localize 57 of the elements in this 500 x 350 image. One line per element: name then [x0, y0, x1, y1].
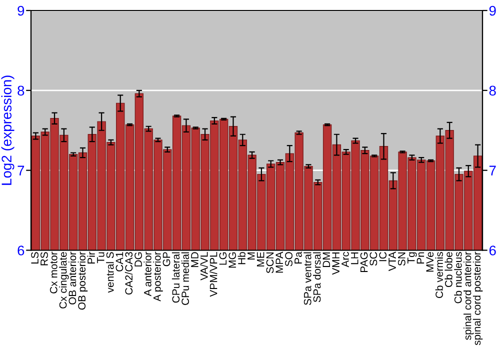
x-tick-label: MD: [191, 252, 198, 267]
x-tick-label: SN: [398, 252, 406, 266]
x-tick-label: RS: [40, 252, 48, 266]
x-tick-label: Cx cingulate: [59, 252, 69, 308]
x-tick-label: Tg: [407, 252, 417, 264]
x-tick-label: Cb vermis: [435, 252, 443, 298]
x-tick-label: CPu lateral: [172, 252, 180, 303]
x-tick-label: A anterior: [144, 252, 152, 296]
x-tick-label: OB posterior: [78, 252, 88, 310]
x-tick-label: CA1: [116, 252, 124, 272]
x-tick-label: MG: [228, 252, 236, 268]
x-tick-label: SC: [370, 252, 378, 266]
x-tick-label: CA2/CA3: [124, 252, 133, 295]
x-tick-label: LH: [351, 252, 358, 264]
x-tick-label: OB anterior: [68, 252, 76, 304]
x-tick-label: IC: [379, 252, 387, 262]
x-tick-label: PAG: [360, 252, 368, 272]
x-tick-label: VMH: [332, 252, 340, 275]
y2-tick-label: 8: [489, 86, 496, 96]
x-tick-label: Pir: [87, 252, 95, 264]
x-tick-label: VA/VL: [200, 252, 208, 280]
x-tick-label: GP: [162, 252, 170, 266]
x-tick-label: DM: [322, 252, 330, 267]
y2-tick-label: 6: [489, 246, 496, 256]
x-tick-label: Pa: [294, 252, 302, 264]
x-tick-label: SPa ventral: [304, 252, 312, 306]
x-tick-label: M: [248, 252, 255, 260]
x-tick-label: spinal cord anterior: [464, 252, 474, 340]
y-axis-title: Log2 (expression): [1, 76, 14, 185]
x-tick-label: MVe: [426, 252, 434, 272]
y2-tick-label: 9: [489, 6, 496, 16]
x-tick-label: VPM/VPL: [210, 252, 218, 297]
x-tick-label: Pn: [416, 252, 424, 264]
x-tick-label: VTA: [388, 252, 396, 272]
x-tick-label: Tu: [97, 252, 104, 264]
x-tick-label: MPA: [276, 252, 283, 273]
x-tick-label: Hb: [238, 252, 246, 264]
y-tick-label: 6: [18, 246, 24, 256]
y-tick-label: 7: [18, 166, 24, 176]
x-tick-label: CPu medial: [181, 252, 189, 305]
x-tick-label: SPa dorsal: [313, 252, 321, 302]
x-tick-label: Cb lobe: [444, 252, 452, 288]
y-tick-label: 8: [18, 86, 24, 96]
x-tick-label: Cx motor: [50, 252, 58, 294]
x-tick-label: ME: [256, 252, 264, 266]
x-tick-label: A posterior: [153, 252, 163, 302]
x-tick-label: Arc: [342, 252, 349, 268]
x-tick-label: Cb nucleus: [454, 252, 462, 304]
x-tick-label: DG: [134, 252, 142, 266]
x-tick-label: spinal cord posterior: [472, 252, 483, 346]
x-tick-label: LG: [219, 252, 227, 265]
x-tick-label: ventral S: [106, 252, 114, 293]
x-tick-label: SO: [285, 252, 292, 266]
y2-tick-label: 7: [489, 166, 496, 176]
x-tick-label: LS: [31, 252, 38, 264]
x-tick-label: SCN: [266, 252, 274, 274]
y-tick-label: 9: [18, 6, 24, 16]
